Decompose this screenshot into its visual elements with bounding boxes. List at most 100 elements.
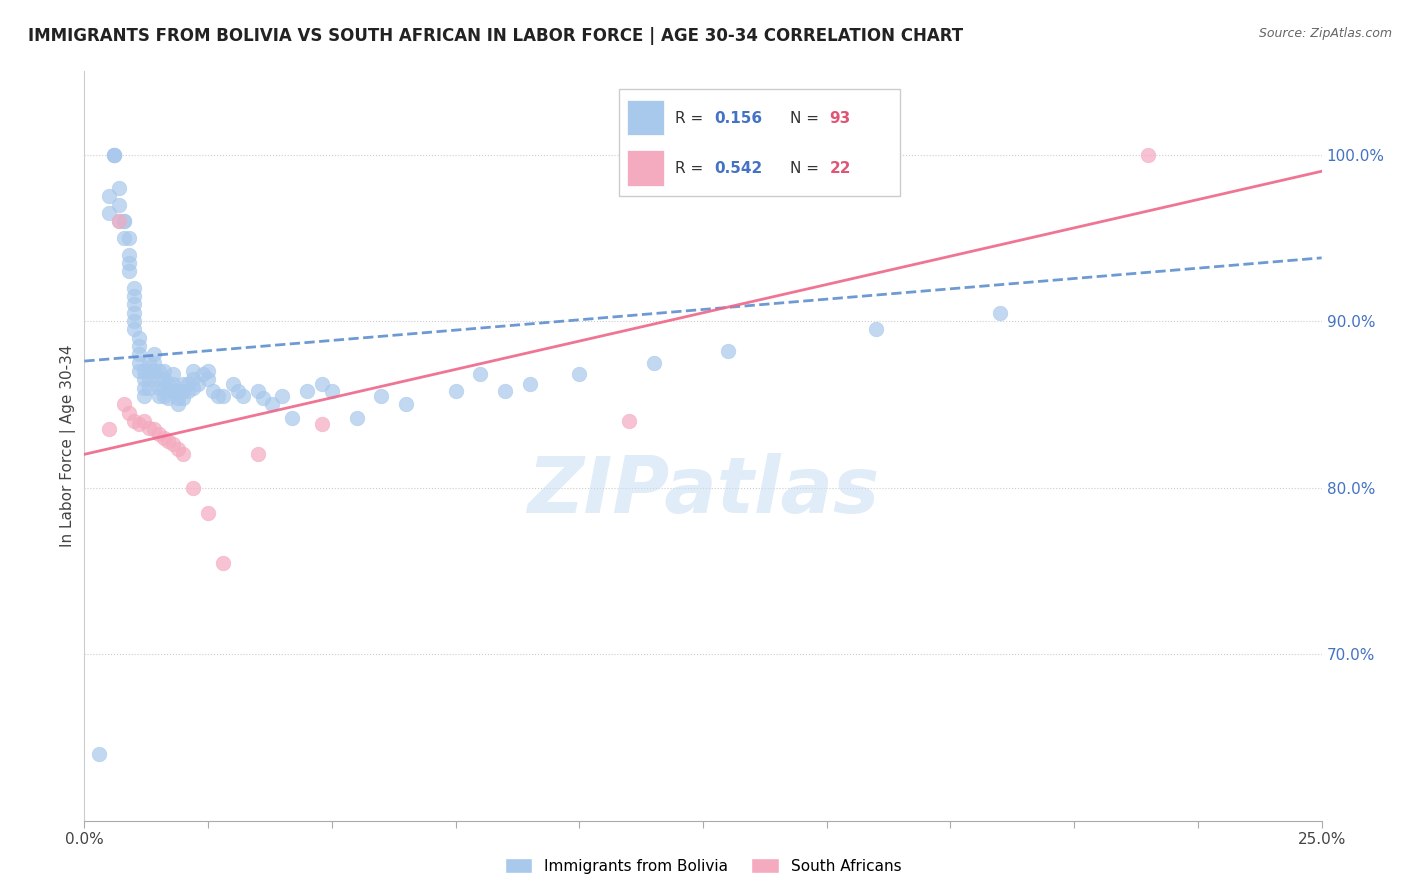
Point xyxy=(122,281,145,295)
Point xyxy=(157,434,180,448)
Point xyxy=(157,377,180,392)
Point xyxy=(167,397,190,411)
Point xyxy=(197,506,219,520)
Point xyxy=(128,417,150,432)
Point xyxy=(181,381,204,395)
Point xyxy=(157,391,180,405)
Point xyxy=(246,447,269,461)
FancyBboxPatch shape xyxy=(619,89,900,196)
Point xyxy=(181,372,204,386)
Point xyxy=(346,410,368,425)
Y-axis label: In Labor Force | Age 30-34: In Labor Force | Age 30-34 xyxy=(60,344,76,548)
Point xyxy=(1137,147,1160,161)
FancyBboxPatch shape xyxy=(627,100,664,136)
Point xyxy=(98,206,121,220)
Point xyxy=(246,384,269,398)
Point xyxy=(108,197,131,211)
Point xyxy=(112,397,135,411)
Point xyxy=(132,414,155,428)
Text: N =: N = xyxy=(790,161,824,176)
Point xyxy=(271,389,294,403)
Point xyxy=(142,356,165,370)
FancyBboxPatch shape xyxy=(627,150,664,186)
Point xyxy=(172,391,194,405)
Point xyxy=(118,256,141,270)
Point xyxy=(177,377,200,392)
Point xyxy=(172,447,194,461)
Point xyxy=(118,406,141,420)
Text: IMMIGRANTS FROM BOLIVIA VS SOUTH AFRICAN IN LABOR FORCE | AGE 30-34 CORRELATION : IMMIGRANTS FROM BOLIVIA VS SOUTH AFRICAN… xyxy=(28,27,963,45)
Point xyxy=(122,289,145,303)
Text: R =: R = xyxy=(675,111,709,126)
Point xyxy=(295,384,318,398)
Point xyxy=(167,391,190,405)
Point xyxy=(212,556,235,570)
Point xyxy=(118,231,141,245)
Point xyxy=(162,377,184,392)
Point xyxy=(118,264,141,278)
Point xyxy=(444,384,467,398)
Point xyxy=(122,322,145,336)
Text: 93: 93 xyxy=(830,111,851,126)
Point xyxy=(138,356,160,370)
Point xyxy=(108,214,131,228)
Point xyxy=(222,377,245,392)
Point xyxy=(112,214,135,228)
Point xyxy=(128,339,150,353)
Point xyxy=(181,364,204,378)
Point xyxy=(281,410,304,425)
Text: 0.156: 0.156 xyxy=(714,111,762,126)
Point xyxy=(128,364,150,378)
Point xyxy=(108,214,131,228)
Point xyxy=(370,389,392,403)
Text: 22: 22 xyxy=(830,161,851,176)
Point xyxy=(122,314,145,328)
Point xyxy=(148,427,170,442)
Point xyxy=(643,356,665,370)
Point xyxy=(138,364,160,378)
Point xyxy=(470,368,492,382)
Text: N =: N = xyxy=(790,111,824,126)
Point xyxy=(103,147,125,161)
Point xyxy=(167,384,190,398)
Point xyxy=(132,372,155,386)
Point xyxy=(717,344,740,359)
Point xyxy=(142,364,165,378)
Point xyxy=(122,414,145,428)
Legend: Immigrants from Bolivia, South Africans: Immigrants from Bolivia, South Africans xyxy=(498,852,908,880)
Point xyxy=(197,364,219,378)
Point xyxy=(202,384,225,398)
Point xyxy=(138,381,160,395)
Point xyxy=(311,417,333,432)
Point xyxy=(138,420,160,434)
Point xyxy=(132,381,155,395)
Point xyxy=(252,391,274,405)
Point xyxy=(152,431,174,445)
Point xyxy=(132,364,155,378)
Point xyxy=(148,381,170,395)
Point xyxy=(112,214,135,228)
Point xyxy=(128,347,150,361)
Point xyxy=(187,377,209,392)
Point xyxy=(162,368,184,382)
Point xyxy=(226,384,249,398)
Point xyxy=(232,389,254,403)
Point xyxy=(157,384,180,398)
Point xyxy=(395,397,418,411)
Point xyxy=(494,384,516,398)
Point xyxy=(122,306,145,320)
Point xyxy=(988,306,1011,320)
Point xyxy=(138,372,160,386)
Point xyxy=(148,389,170,403)
Point xyxy=(617,414,640,428)
Point xyxy=(103,147,125,161)
Point xyxy=(321,384,343,398)
Point xyxy=(122,297,145,311)
Point xyxy=(103,147,125,161)
Point xyxy=(142,347,165,361)
Point xyxy=(128,331,150,345)
Point xyxy=(197,372,219,386)
Text: Source: ZipAtlas.com: Source: ZipAtlas.com xyxy=(1258,27,1392,40)
Point xyxy=(172,377,194,392)
Point xyxy=(568,368,591,382)
